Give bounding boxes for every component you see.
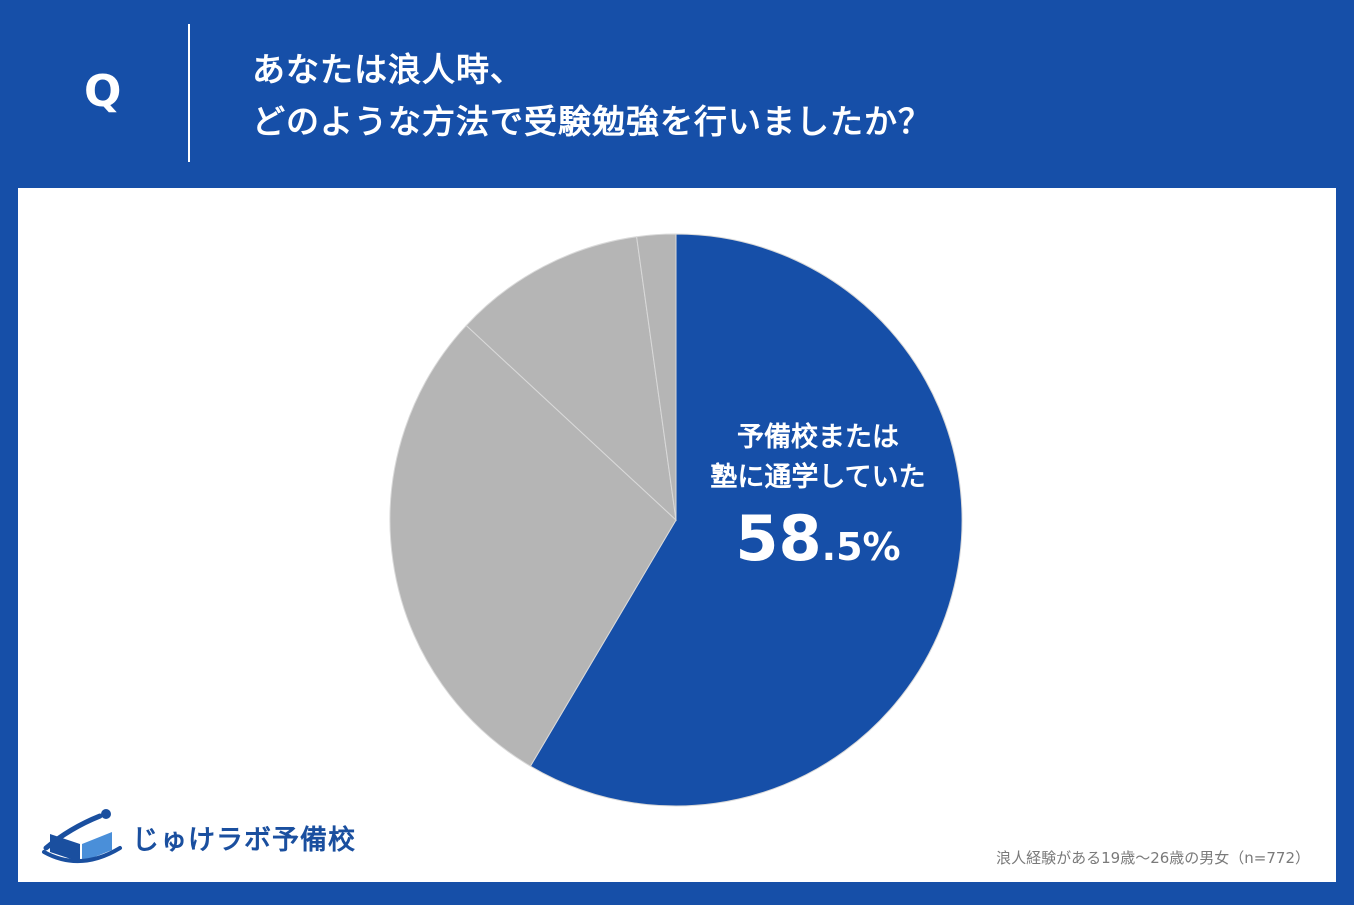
q-label: Q — [84, 66, 122, 117]
pie-slice-2 — [389, 324, 677, 767]
header: Q あなたは浪人時、 どのような方法で受験勉強を行いましたか？ — [0, 0, 1354, 188]
question-text: あなたは浪人時、 どのような方法で受験勉強を行いましたか？ — [252, 44, 932, 148]
header-divider — [188, 24, 190, 162]
open-book-logo-icon — [42, 809, 122, 863]
pie-slice-1 — [529, 233, 963, 807]
slice-value-main: 58 — [735, 502, 821, 575]
pie-slice-4 — [636, 233, 677, 521]
slice-label-line-1: 予備校または — [737, 421, 899, 453]
pie-slice-3 — [465, 236, 677, 522]
slice-value-decimal: .5 — [822, 525, 863, 569]
question-line-2: どのような方法で受験勉強を行いましたか？ — [252, 102, 932, 141]
logo: じゅけラボ予備校 — [40, 807, 356, 867]
logo-text: じゅけラボ予備校 — [132, 824, 356, 856]
chart-panel: 予備校または 塾に通学していた 58.5% — [18, 188, 1336, 882]
question-line-1: あなたは浪人時、 — [252, 50, 524, 89]
slice-label-line-2: 塾に通学していた — [710, 461, 925, 493]
slice-value-unit: % — [863, 525, 901, 569]
slice-value-label: 58.5% — [735, 502, 900, 575]
sample-note: 浪人経験がある19歳～26歳の男女（n=772） — [996, 849, 1310, 867]
